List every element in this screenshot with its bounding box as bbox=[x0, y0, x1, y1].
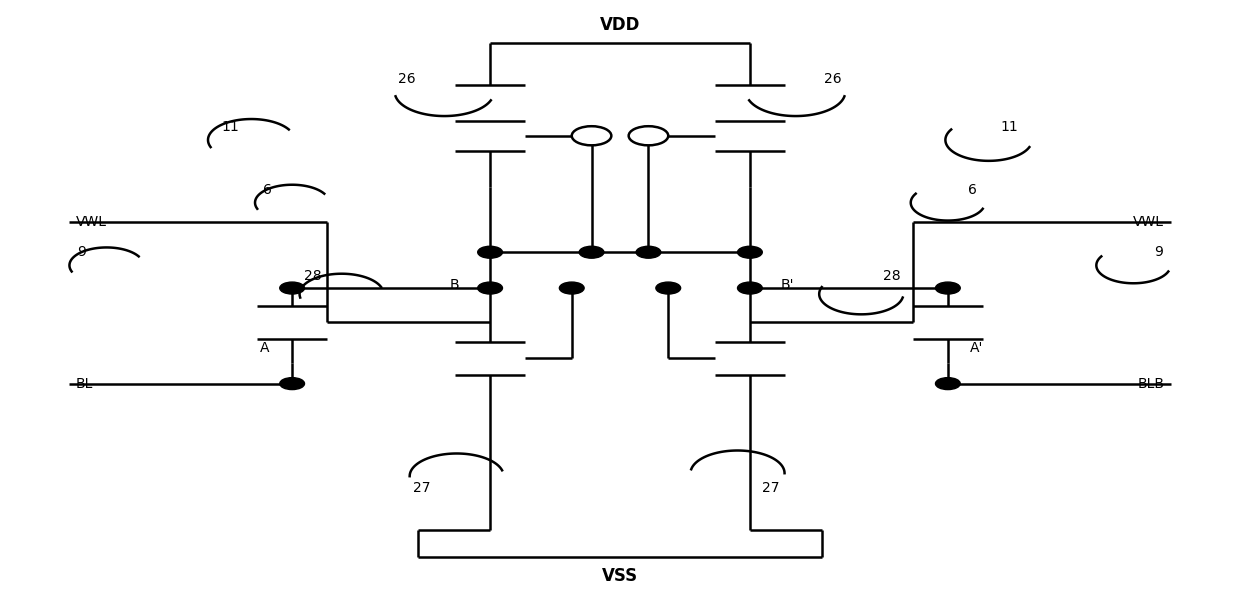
Circle shape bbox=[477, 282, 502, 294]
Text: VSS: VSS bbox=[601, 567, 639, 585]
Circle shape bbox=[738, 246, 763, 258]
Text: 11: 11 bbox=[1001, 120, 1018, 134]
Circle shape bbox=[636, 246, 661, 258]
Text: B': B' bbox=[781, 278, 795, 292]
Text: 9: 9 bbox=[1153, 245, 1163, 259]
Circle shape bbox=[280, 377, 305, 389]
Circle shape bbox=[935, 377, 960, 389]
Circle shape bbox=[629, 126, 668, 145]
Text: 26: 26 bbox=[825, 72, 842, 86]
Text: BL: BL bbox=[76, 377, 93, 391]
Circle shape bbox=[572, 126, 611, 145]
Text: 6: 6 bbox=[263, 182, 272, 197]
Text: 27: 27 bbox=[413, 481, 430, 495]
Text: 28: 28 bbox=[304, 269, 322, 283]
Text: 9: 9 bbox=[77, 245, 87, 259]
Text: A: A bbox=[260, 341, 270, 355]
Text: VDD: VDD bbox=[600, 16, 640, 34]
Circle shape bbox=[280, 282, 305, 294]
Circle shape bbox=[656, 282, 681, 294]
Circle shape bbox=[579, 246, 604, 258]
Text: 6: 6 bbox=[968, 182, 977, 197]
Circle shape bbox=[935, 282, 960, 294]
Text: 27: 27 bbox=[763, 481, 780, 495]
Text: 26: 26 bbox=[398, 72, 415, 86]
Text: VWL: VWL bbox=[76, 215, 107, 229]
Circle shape bbox=[559, 282, 584, 294]
Text: 28: 28 bbox=[883, 269, 901, 283]
Circle shape bbox=[738, 282, 763, 294]
Text: A': A' bbox=[970, 341, 983, 355]
Circle shape bbox=[477, 246, 502, 258]
Text: VWL: VWL bbox=[1133, 215, 1164, 229]
Text: 11: 11 bbox=[222, 120, 239, 134]
Text: BLB: BLB bbox=[1137, 377, 1164, 391]
Text: B: B bbox=[450, 278, 459, 292]
